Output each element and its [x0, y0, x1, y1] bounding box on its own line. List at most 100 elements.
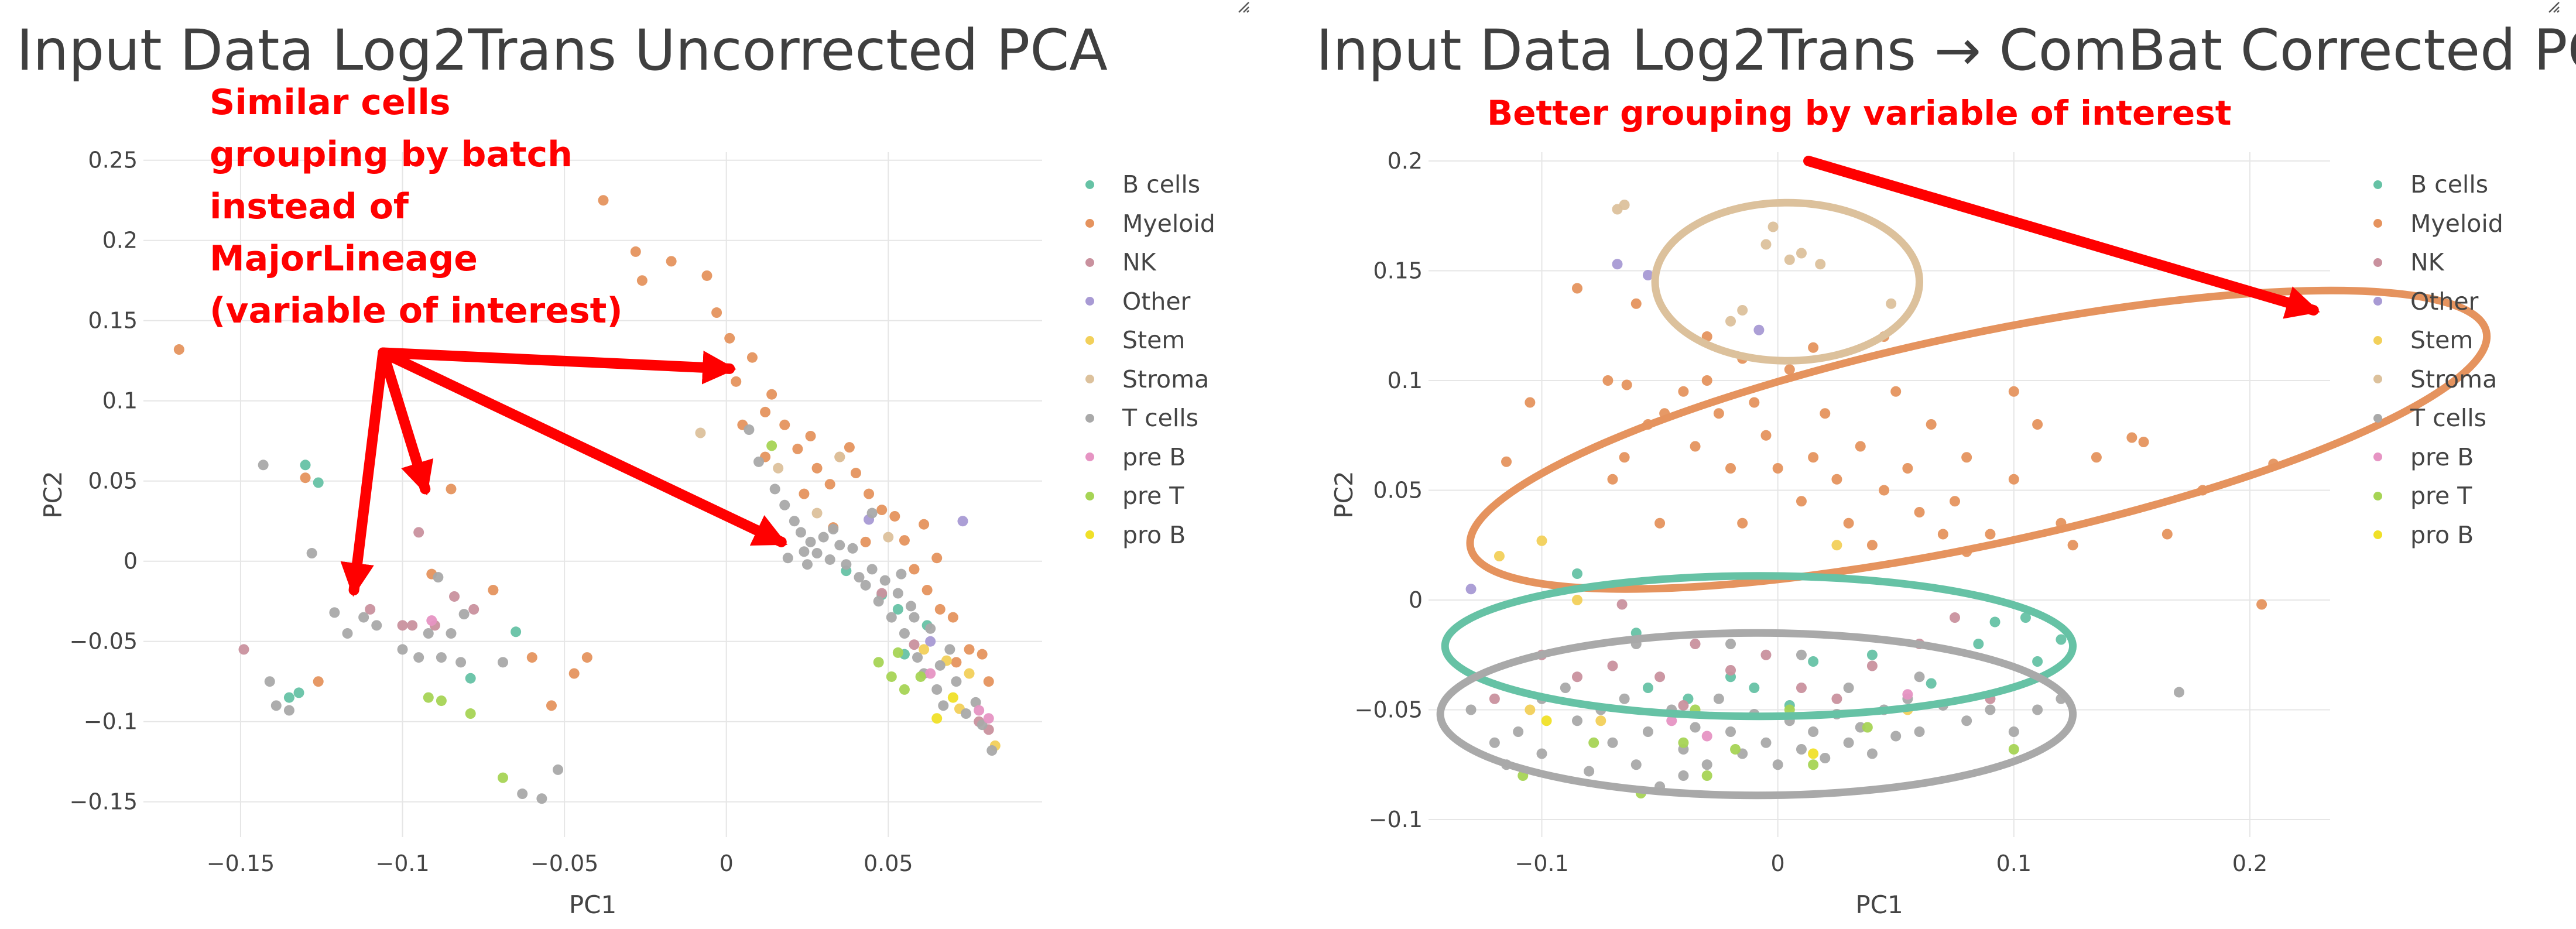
- point-nk: [413, 527, 424, 538]
- legend-item-b-cells[interactable]: B cells: [1077, 165, 1215, 204]
- x-tick-label: 0.1: [1996, 851, 2032, 876]
- legend-item-pre-b[interactable]: pre B: [2365, 438, 2503, 477]
- point-myeloid: [526, 652, 537, 663]
- point-t-cells: [306, 548, 317, 559]
- point-t-cells: [1630, 759, 1642, 770]
- point-myeloid: [1619, 452, 1630, 463]
- y-tick-label: −0.1: [1369, 807, 1423, 832]
- point-t-cells: [931, 684, 943, 695]
- point-t-cells: [912, 652, 923, 663]
- point-t-cells: [413, 652, 424, 663]
- legend-label: Other: [2410, 287, 2479, 316]
- point-myeloid: [1831, 474, 1842, 485]
- resize-handle-icon[interactable]: [2547, 0, 2560, 13]
- point-myeloid: [805, 430, 816, 441]
- legend-marker: [1085, 258, 1094, 267]
- point-myeloid: [1808, 452, 1819, 463]
- legend-item-stem[interactable]: Stem: [2365, 321, 2503, 360]
- point-stem: [1493, 551, 1505, 561]
- point-b-cells: [1808, 656, 1819, 667]
- point-myeloid: [977, 649, 988, 660]
- legend-item-pro-b[interactable]: pro B: [2365, 516, 2503, 555]
- point-t-cells: [1961, 715, 1972, 726]
- point-t-cells: [1713, 693, 1724, 704]
- point-t-cells: [828, 523, 839, 534]
- legend-item-pre-b[interactable]: pre B: [1077, 438, 1215, 477]
- legend-item-other[interactable]: Other: [2365, 282, 2503, 321]
- point-pre-t: [423, 692, 434, 703]
- annotation-arrow: [1803, 156, 2320, 319]
- point-other: [1642, 270, 1653, 280]
- point-t-cells: [944, 644, 955, 655]
- legend-item-nk[interactable]: NK: [2365, 243, 2503, 282]
- legend-item-stem[interactable]: Stem: [1077, 321, 1215, 360]
- legend-item-pre-t[interactable]: pre T: [2365, 477, 2503, 516]
- legend-item-b-cells[interactable]: B cells: [2365, 165, 2503, 204]
- point-nk: [1950, 612, 1961, 623]
- legend-item-pro-b[interactable]: pro B: [1077, 516, 1215, 555]
- point-nk: [1489, 693, 1500, 704]
- point-t-cells: [1571, 715, 1582, 726]
- legend-item-myeloid[interactable]: Myeloid: [1077, 204, 1215, 244]
- legend-item-t-cells[interactable]: T cells: [2365, 399, 2503, 438]
- legend-item-myeloid[interactable]: Myeloid: [2365, 204, 2503, 244]
- point-stroma: [1796, 248, 1807, 259]
- legend: B cells Myeloid NK Other Stem Stroma T c…: [1077, 165, 1215, 554]
- legend-item-nk[interactable]: NK: [1077, 243, 1215, 282]
- point-myeloid: [766, 389, 777, 400]
- point-other: [1465, 584, 1477, 595]
- point-b-cells: [1749, 683, 1760, 693]
- point-other: [1612, 259, 1623, 270]
- point-t-cells: [553, 764, 564, 775]
- scatter-points: [173, 195, 1001, 804]
- point-myeloid: [1855, 441, 1866, 452]
- legend-item-stroma[interactable]: Stroma: [1077, 360, 1215, 399]
- point-t-cells: [1642, 726, 1653, 737]
- point-myeloid: [1602, 375, 1614, 386]
- cluster-ellipse-stroma: [1651, 198, 1924, 365]
- point-myeloid: [1630, 298, 1642, 309]
- point-nk: [468, 604, 479, 615]
- point-t-cells: [925, 623, 936, 634]
- legend-marker: [1085, 491, 1094, 501]
- point-t-cells: [1796, 744, 1807, 755]
- annotation-arrow: [378, 347, 737, 385]
- point-stroma: [811, 508, 823, 519]
- point-myeloid: [731, 376, 742, 387]
- legend-label: B cells: [1122, 170, 1201, 199]
- annotation-arrow: [378, 347, 434, 496]
- resize-handle-icon[interactable]: [1236, 0, 1249, 13]
- legend-item-other[interactable]: Other: [1077, 282, 1215, 321]
- legend-item-stroma[interactable]: Stroma: [2365, 360, 2503, 399]
- point-t-cells: [873, 596, 884, 607]
- point-t-cells: [866, 508, 878, 519]
- point-t-cells: [1489, 737, 1500, 748]
- point-myeloid: [1796, 496, 1807, 507]
- point-pro-b: [947, 692, 958, 703]
- point-stroma: [1737, 305, 1748, 316]
- point-myeloid: [964, 644, 975, 655]
- legend-marker: [2373, 530, 2382, 540]
- legend-item-t-cells[interactable]: T cells: [1077, 399, 1215, 438]
- point-t-cells: [879, 575, 890, 586]
- x-tick-label: −0.05: [530, 851, 598, 876]
- point-myeloid: [1866, 540, 1878, 551]
- legend-label: Stem: [2410, 326, 2474, 355]
- point-t-cells: [1560, 683, 1571, 693]
- point-nk: [1796, 683, 1807, 693]
- point-t-cells: [446, 628, 457, 639]
- point-t-cells: [423, 628, 434, 639]
- point-b-cells: [2020, 612, 2031, 623]
- point-t-cells: [397, 644, 408, 655]
- legend-item-pre-t[interactable]: pre T: [1077, 477, 1215, 516]
- point-t-cells: [1725, 726, 1736, 737]
- point-myeloid: [1690, 441, 1701, 452]
- legend-label: pre B: [2410, 443, 2474, 471]
- point-myeloid: [1678, 386, 1689, 397]
- y-tick-label: 0.2: [1388, 148, 1423, 174]
- uncorrected-pca-panel: −0.15 −0.1 −0.05 0 0.05 −0.15 −0.1 −0.05 0 0.05 0.…: [16, 0, 1249, 919]
- point-t-cells: [283, 705, 294, 716]
- legend-marker: [2373, 491, 2382, 501]
- point-myeloid: [947, 612, 958, 623]
- point-t-cells: [896, 568, 907, 580]
